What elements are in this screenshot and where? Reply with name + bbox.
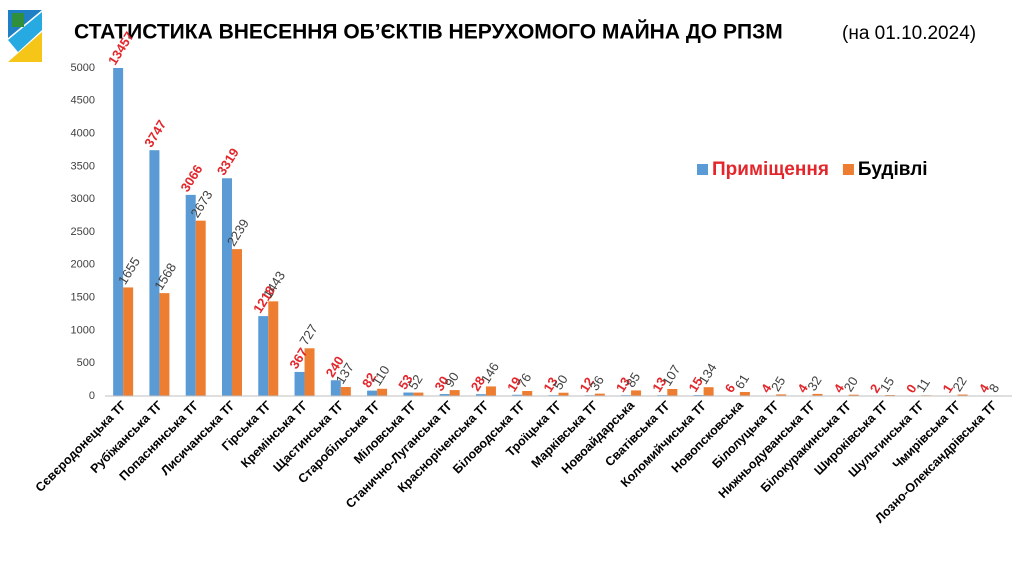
plot-area xyxy=(113,68,1004,396)
y-tick-label: 3000 xyxy=(71,193,95,205)
bar xyxy=(123,287,134,396)
data-label: 13 xyxy=(613,375,633,395)
bar xyxy=(848,394,859,396)
data-label: 82 xyxy=(359,370,379,390)
bar xyxy=(957,394,968,396)
y-tick-label: 1000 xyxy=(71,324,95,336)
y-tick-label: 1500 xyxy=(71,292,95,304)
bar xyxy=(231,249,242,396)
y-tick-label: 4500 xyxy=(71,95,95,107)
bar xyxy=(221,178,232,396)
data-label: 32 xyxy=(804,373,824,393)
data-label: 19 xyxy=(504,374,524,394)
legend-swatch xyxy=(842,164,854,175)
data-label: 76 xyxy=(514,370,534,390)
bar xyxy=(113,68,124,396)
data-label: 13 xyxy=(649,375,669,395)
bar xyxy=(485,386,496,396)
bar xyxy=(294,371,305,396)
data-label: 22 xyxy=(949,374,969,394)
data-label: 2673 xyxy=(188,188,216,220)
data-label: 1443 xyxy=(260,268,288,300)
bar xyxy=(522,391,533,396)
data-label: 61 xyxy=(732,371,752,391)
bar xyxy=(439,394,450,396)
y-tick-label: 3500 xyxy=(71,160,95,172)
bar xyxy=(268,301,279,396)
bar xyxy=(258,316,269,396)
bar xyxy=(558,392,569,396)
bar xyxy=(739,391,750,396)
data-label: 85 xyxy=(623,370,643,390)
bar xyxy=(149,150,160,396)
y-tick-label: 2000 xyxy=(71,259,95,271)
y-tick-label: 0 xyxy=(89,390,95,402)
data-label: 36 xyxy=(587,373,607,393)
bar xyxy=(330,380,341,396)
bar xyxy=(195,220,206,396)
bar xyxy=(703,387,714,396)
bar xyxy=(776,394,787,396)
bar xyxy=(512,394,523,396)
data-label: 20 xyxy=(841,374,861,394)
data-label: 52 xyxy=(405,372,425,392)
y-tick-label: 4000 xyxy=(71,128,95,140)
x-tick-label: Сватівська ТГ xyxy=(602,398,673,469)
legend-label: Будівлі xyxy=(858,159,928,180)
x-tick-label: Міловська ТГ xyxy=(351,398,419,466)
bar xyxy=(185,194,196,396)
data-label: 13 xyxy=(540,375,560,395)
data-label: 90 xyxy=(441,369,461,389)
chart-subtitle: (на 01.10.2024) xyxy=(842,23,976,44)
data-label: 50 xyxy=(550,372,570,392)
legend-swatch xyxy=(697,164,708,175)
bar xyxy=(367,390,378,396)
data-label: 25 xyxy=(768,374,788,394)
bar xyxy=(594,393,605,396)
data-label: 30 xyxy=(431,373,451,393)
bar xyxy=(159,293,170,396)
data-label: 53 xyxy=(395,372,415,392)
legend-label: Приміщення xyxy=(712,159,829,180)
bar xyxy=(631,390,642,396)
bar xyxy=(304,348,315,396)
data-label: 15 xyxy=(877,374,897,394)
bar xyxy=(340,387,351,396)
bar xyxy=(667,388,678,396)
data-label: 727 xyxy=(296,322,320,348)
logo xyxy=(8,10,42,62)
bar xyxy=(413,392,424,396)
y-tick-label: 500 xyxy=(77,357,95,369)
bar xyxy=(812,393,823,396)
chart-title: СТАТИСТИКА ВНЕСЕННЯ ОБ’ЄКТІВ НЕРУХОМОГО … xyxy=(74,20,783,44)
data-label: 3319 xyxy=(214,145,242,177)
data-label: 15 xyxy=(685,374,705,394)
data-label: 11 xyxy=(913,375,933,394)
bar xyxy=(475,394,486,396)
data-label: 12 xyxy=(577,375,597,395)
y-tick-label: 2500 xyxy=(71,226,95,238)
data-label: 28 xyxy=(468,374,488,394)
bar xyxy=(403,392,414,396)
bar xyxy=(377,388,388,396)
data-label: 3747 xyxy=(141,117,169,149)
y-tick-label: 5000 xyxy=(71,62,95,74)
bar xyxy=(449,390,460,396)
